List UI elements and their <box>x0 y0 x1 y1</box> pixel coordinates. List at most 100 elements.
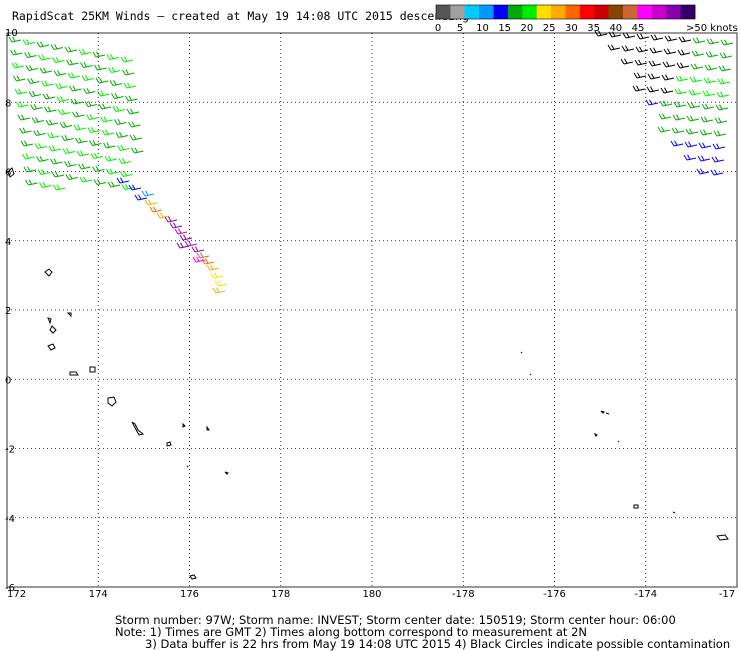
longitude-label: 176 <box>180 589 199 600</box>
wind-barb <box>131 147 144 154</box>
wind-map: 172 174 176 178 180 -178 -176 -174 -171086420-2-… <box>5 28 738 600</box>
island-outline <box>89 366 96 373</box>
scale-label: 30 <box>565 23 578 34</box>
island-outline <box>520 351 523 354</box>
island-outline <box>186 465 189 468</box>
island-outline <box>633 504 639 509</box>
wind-barb <box>691 50 705 57</box>
wind-barb <box>72 111 85 118</box>
wind-barb <box>126 108 140 115</box>
wind-barb <box>690 63 704 70</box>
wind-barb <box>92 51 106 58</box>
wind-barb <box>36 156 49 162</box>
wind-barb <box>164 216 178 223</box>
wind-barb <box>214 280 228 287</box>
graticule <box>7 33 737 587</box>
wind-barb <box>719 52 733 59</box>
wind-barb <box>689 76 703 83</box>
wind-barb <box>34 143 48 149</box>
wind-barb <box>699 129 713 136</box>
island-outline <box>47 343 56 351</box>
scale-label: 15 <box>498 23 511 34</box>
island-outline <box>593 432 598 437</box>
scale-label: 45 <box>632 23 645 34</box>
latitude-label: 10 <box>5 28 18 39</box>
map-title: RapidScat 25KM Winds — created at May 19… <box>12 9 469 23</box>
scale-swatch <box>680 5 696 19</box>
wind-barb <box>123 82 137 89</box>
wind-barb <box>128 184 142 191</box>
scale-swatch <box>666 5 681 19</box>
wind-barb <box>702 90 716 97</box>
longitude-label: 178 <box>271 589 290 600</box>
scale-swatch <box>551 5 566 19</box>
wind-barb <box>125 95 138 102</box>
scale-swatch <box>450 5 466 19</box>
latitude-label: -6 <box>5 583 15 594</box>
island-outline <box>672 511 676 514</box>
wind-barb <box>84 101 98 107</box>
wind-barb <box>674 88 688 95</box>
wind-barb <box>700 116 714 123</box>
wind-barb <box>698 142 712 149</box>
wind-barb <box>78 49 92 55</box>
wind-barb <box>646 86 660 93</box>
wind-barb <box>28 91 42 97</box>
wind-barb <box>56 96 70 102</box>
wind-barb <box>11 62 25 69</box>
island-outline <box>600 410 605 414</box>
wind-barb <box>174 228 188 235</box>
wind-barb <box>24 52 37 58</box>
wind-barb <box>44 106 57 113</box>
longitude-label: 180 <box>362 589 381 600</box>
scale-label: 25 <box>543 23 556 34</box>
scale-swatch <box>436 5 451 19</box>
wind-barb <box>48 145 62 152</box>
wind-barb <box>22 39 36 45</box>
wind-barb <box>718 65 732 72</box>
wind-barb <box>95 77 109 84</box>
wind-barb <box>116 177 130 184</box>
wind-barb <box>25 65 39 71</box>
wind-barb <box>83 88 96 94</box>
wind-barb <box>59 122 73 128</box>
wind-barb <box>141 190 155 197</box>
wind-barb <box>687 102 701 109</box>
wind-barb <box>607 44 621 51</box>
wind-barb <box>636 33 650 40</box>
wind-barb <box>19 127 32 134</box>
wind-barb <box>14 88 28 95</box>
wind-barb <box>184 240 198 247</box>
wind-barb <box>93 179 107 185</box>
wind-barb <box>661 74 675 81</box>
latitude-label: -4 <box>5 514 15 525</box>
wind-barb <box>703 77 717 84</box>
wind-barb <box>120 171 133 177</box>
wind-barb <box>648 60 662 67</box>
wind-barb <box>17 114 31 121</box>
wind-barb <box>69 85 82 92</box>
wind-barb <box>51 171 65 178</box>
wind-barb <box>80 62 93 68</box>
wind-speed-color-scale: 0 5 10 15 20 25 30 35 40 45 >50 knots <box>435 4 738 34</box>
longitude-label: -176 <box>543 589 566 600</box>
wind-barb <box>659 100 673 107</box>
wind-barb <box>50 44 64 50</box>
wind-barb <box>27 78 40 84</box>
island-outline <box>69 371 79 376</box>
wind-barb <box>94 64 107 71</box>
longitude-label: 174 <box>89 589 108 600</box>
latitude-label: -2 <box>5 445 15 456</box>
scale-swatch <box>565 5 581 19</box>
wind-barb <box>191 246 205 253</box>
wind-barb <box>117 145 130 151</box>
wind-barb <box>712 143 726 150</box>
island-outline <box>189 574 197 580</box>
wind-barb <box>36 41 50 48</box>
wind-barb <box>711 156 725 163</box>
wind-barb <box>685 128 699 135</box>
wind-barb <box>201 258 215 265</box>
wind-barb <box>657 126 671 133</box>
wind-barb <box>103 142 116 149</box>
wind-barb <box>106 54 120 60</box>
